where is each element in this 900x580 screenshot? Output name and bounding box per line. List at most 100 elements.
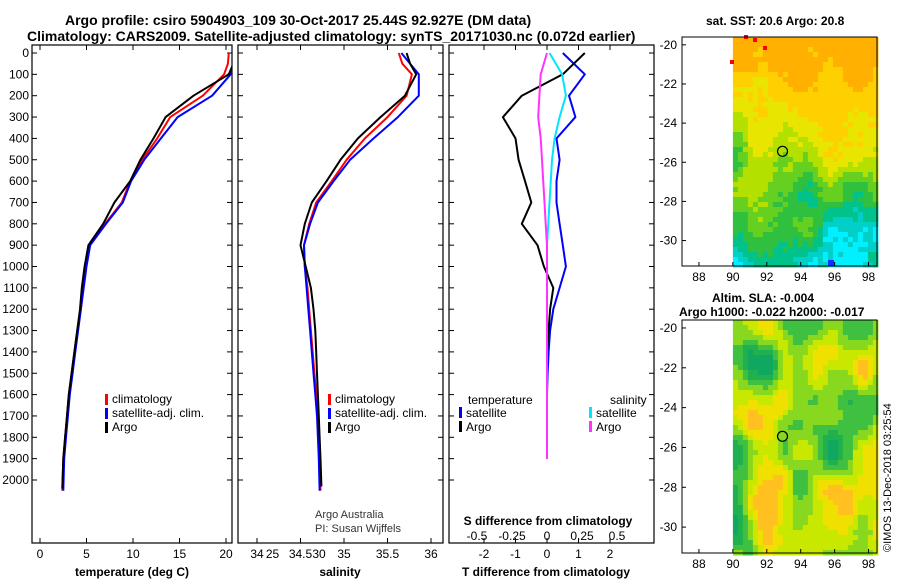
- map-cell: [747, 440, 754, 446]
- map-cell: [787, 217, 794, 223]
- map-cell: [747, 117, 754, 123]
- map-cell: [732, 405, 739, 411]
- map-cell: [797, 335, 804, 341]
- map-cell: [792, 137, 799, 143]
- map-cell: [857, 37, 864, 43]
- map-cell: [872, 545, 879, 551]
- x-tick-label: 10: [126, 547, 140, 561]
- map-cell: [842, 137, 849, 143]
- map-cell: [822, 435, 829, 441]
- map-cell: [777, 257, 784, 263]
- map-cell: [872, 107, 879, 113]
- map-cell: [847, 202, 854, 208]
- map-cell: [857, 335, 864, 341]
- map-cell: [862, 52, 869, 58]
- map-cell: [822, 132, 829, 138]
- map-cell: [767, 350, 774, 356]
- map-cell: [747, 172, 754, 178]
- map-cell: [872, 252, 879, 258]
- map-cell: [752, 132, 759, 138]
- map-cell: [857, 395, 864, 401]
- map-cell: [852, 460, 859, 466]
- map-cell: [812, 52, 819, 58]
- map-cell: [732, 202, 739, 208]
- map-cell: [802, 187, 809, 193]
- map-cell: [872, 500, 879, 506]
- map-cell: [782, 470, 789, 476]
- map-cell: [857, 262, 864, 268]
- map-cell: [782, 485, 789, 491]
- map-cell: [747, 42, 754, 48]
- map-cell: [807, 530, 814, 536]
- map-cell: [847, 92, 854, 98]
- map-cell: [822, 232, 829, 238]
- lat-tick-label: -28: [660, 480, 678, 494]
- map-cell: [802, 525, 809, 531]
- map-cell: [857, 465, 864, 471]
- map-cell: [857, 132, 864, 138]
- map-cell: [827, 97, 834, 103]
- map-cell: [802, 167, 809, 173]
- map-cell: [777, 37, 784, 43]
- map-cell: [747, 400, 754, 406]
- map-cell: [767, 530, 774, 536]
- temp-satellite-label: satellite: [466, 406, 507, 420]
- map-cell: [842, 107, 849, 113]
- map-cell: [867, 395, 874, 401]
- map-cell: [787, 340, 794, 346]
- map-cell: [852, 530, 859, 536]
- map-cell: [742, 177, 749, 183]
- map-cell: [872, 142, 879, 148]
- map-cell: [742, 157, 749, 163]
- map-cell: [732, 247, 739, 253]
- map-cell: [752, 525, 759, 531]
- map-cell: [777, 137, 784, 143]
- map-cell: [742, 465, 749, 471]
- map-cell: [767, 495, 774, 501]
- map-cell: [817, 202, 824, 208]
- map-cell: [747, 72, 754, 78]
- map-cell: [837, 52, 844, 58]
- map-cell: [757, 440, 764, 446]
- map-cell: [862, 400, 869, 406]
- map-cell: [732, 152, 739, 158]
- map-cell: [872, 385, 879, 391]
- map-cell: [767, 475, 774, 481]
- depth-tick-label: 1800: [2, 430, 29, 444]
- map-cell: [852, 52, 859, 58]
- map-cell: [822, 217, 829, 223]
- map-cell: [787, 500, 794, 506]
- map-cell: [852, 525, 859, 531]
- map-cell: [862, 390, 869, 396]
- map-cell: [757, 415, 764, 421]
- map-cell: [777, 480, 784, 486]
- map-cell: [852, 425, 859, 431]
- lon-tick-label: 92: [760, 270, 774, 284]
- map-cell: [847, 177, 854, 183]
- map-cell: [862, 117, 869, 123]
- map-cell: [867, 217, 874, 223]
- map-cell: [737, 122, 744, 128]
- map-cell: [767, 62, 774, 68]
- map-cell: [767, 232, 774, 238]
- map-cell: [847, 525, 854, 531]
- map-cell: [767, 520, 774, 526]
- map-cell: [867, 330, 874, 336]
- map-cell: [807, 500, 814, 506]
- map-cell: [742, 415, 749, 421]
- map-cell: [857, 122, 864, 128]
- x-tick-label: 1: [575, 547, 582, 561]
- map-cell: [862, 490, 869, 496]
- map-cell: [872, 460, 879, 466]
- lat-tick-label: -26: [660, 155, 678, 169]
- map-cell: [822, 440, 829, 446]
- map-cell: [797, 545, 804, 551]
- map-cell: [797, 147, 804, 153]
- map-cell: [832, 172, 839, 178]
- sst-hot-pixel: [763, 46, 767, 50]
- map-cell: [792, 385, 799, 391]
- map-cell: [757, 52, 764, 58]
- map-cell: [787, 420, 794, 426]
- lat-tick-label: -22: [660, 361, 678, 375]
- map-cell: [802, 52, 809, 58]
